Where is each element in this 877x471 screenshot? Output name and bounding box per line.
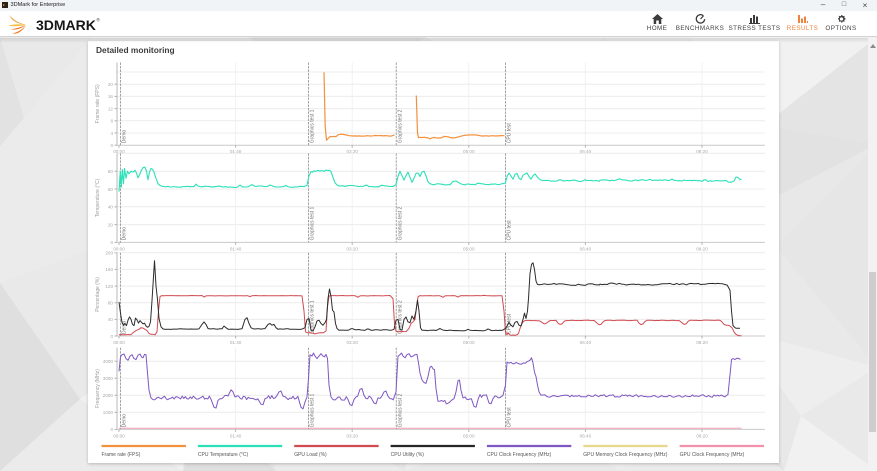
svg-text:3DMARK: 3DMARK — [36, 17, 96, 33]
svg-text:08:20: 08:20 — [696, 149, 708, 154]
svg-text:3000: 3000 — [103, 376, 114, 381]
svg-text:CPU test: CPU test — [507, 407, 513, 428]
svg-text:20: 20 — [108, 82, 114, 87]
svg-text:01:40: 01:40 — [230, 149, 242, 154]
svg-text:03:20: 03:20 — [346, 433, 358, 438]
svg-text:05:00: 05:00 — [463, 340, 475, 345]
svg-text:06:40: 06:40 — [580, 340, 592, 345]
svg-text:08:20: 08:20 — [696, 246, 708, 251]
svg-text:2000: 2000 — [103, 393, 114, 398]
svg-text:120: 120 — [105, 284, 113, 289]
svg-text:Graphics test 1: Graphics test 1 — [310, 300, 316, 334]
svg-text:00:00: 00:00 — [113, 149, 125, 154]
svg-text:03:20: 03:20 — [346, 246, 358, 251]
svg-text:Frame rate (FPS): Frame rate (FPS) — [102, 452, 141, 458]
svg-text:08:20: 08:20 — [696, 340, 708, 345]
svg-text:01:40: 01:40 — [230, 340, 242, 345]
svg-text:0: 0 — [110, 334, 113, 339]
svg-text:Temperature (°C): Temperature (°C) — [95, 178, 101, 217]
svg-text:00:00: 00:00 — [113, 433, 125, 438]
svg-text:Demo: Demo — [122, 414, 128, 428]
svg-text:05:00: 05:00 — [463, 149, 475, 154]
svg-text:Graphics test 1: Graphics test 1 — [310, 109, 316, 143]
svg-text:4000: 4000 — [103, 359, 114, 364]
svg-text:80: 80 — [108, 169, 114, 174]
svg-text:01:40: 01:40 — [230, 433, 242, 438]
svg-text:0: 0 — [110, 143, 113, 148]
svg-text:60: 60 — [108, 187, 114, 192]
svg-text:00:00: 00:00 — [113, 246, 125, 251]
svg-text:8: 8 — [110, 119, 113, 124]
svg-text:Graphics test 2: Graphics test 2 — [397, 109, 403, 143]
svg-text:Graphics test 2: Graphics test 2 — [397, 394, 403, 428]
svg-text:12: 12 — [108, 106, 114, 111]
svg-text:Graphics test 2: Graphics test 2 — [397, 300, 403, 334]
svg-text:0: 0 — [110, 427, 113, 432]
svg-text:200: 200 — [105, 251, 113, 256]
svg-text:Frame rate (FPS): Frame rate (FPS) — [95, 84, 101, 123]
svg-text:CPU test: CPU test — [507, 220, 513, 241]
svg-text:05:00: 05:00 — [463, 433, 475, 438]
svg-text:Percentage (%): Percentage (%) — [95, 277, 101, 312]
svg-text:160: 160 — [105, 267, 113, 272]
svg-text:1000: 1000 — [103, 410, 114, 415]
svg-text:40: 40 — [108, 205, 114, 210]
svg-text:Frequency (MHz): Frequency (MHz) — [95, 369, 101, 408]
svg-text:CPU Temperature (°C): CPU Temperature (°C) — [198, 452, 249, 458]
svg-text:CPU Clock Frequency (MHz): CPU Clock Frequency (MHz) — [487, 452, 552, 458]
svg-text:05:00: 05:00 — [463, 246, 475, 251]
svg-text:®: ® — [97, 17, 101, 23]
svg-text:Graphics test 2: Graphics test 2 — [397, 207, 403, 241]
svg-text:Graphics test 1: Graphics test 1 — [310, 394, 316, 428]
svg-text:06:40: 06:40 — [580, 433, 592, 438]
svg-text:CPU test: CPU test — [507, 123, 513, 144]
svg-text:GPU Load (%): GPU Load (%) — [294, 452, 327, 458]
svg-text:GPU Memory Clock Frequency (MH: GPU Memory Clock Frequency (MHz) — [583, 452, 668, 458]
svg-text:03:20: 03:20 — [346, 340, 358, 345]
svg-text:CPU Utility (%): CPU Utility (%) — [391, 452, 425, 458]
svg-text:4: 4 — [110, 131, 113, 136]
svg-text:Demo: Demo — [122, 227, 128, 241]
svg-text:08:20: 08:20 — [696, 433, 708, 438]
svg-text:16: 16 — [108, 94, 114, 99]
svg-text:GPU Clock Frequency (MHz): GPU Clock Frequency (MHz) — [680, 452, 745, 458]
svg-text:00:00: 00:00 — [113, 340, 125, 345]
svg-text:01:40: 01:40 — [230, 246, 242, 251]
svg-text:20: 20 — [108, 222, 114, 227]
svg-text:Graphics test 1: Graphics test 1 — [310, 207, 316, 241]
svg-text:Demo: Demo — [122, 320, 128, 334]
svg-text:Demo: Demo — [122, 130, 128, 144]
svg-text:03:20: 03:20 — [346, 149, 358, 154]
svg-text:80: 80 — [108, 301, 114, 306]
svg-text:0: 0 — [110, 240, 113, 245]
svg-text:06:40: 06:40 — [580, 246, 592, 251]
svg-text:06:40: 06:40 — [580, 149, 592, 154]
svg-text:40: 40 — [108, 317, 114, 322]
